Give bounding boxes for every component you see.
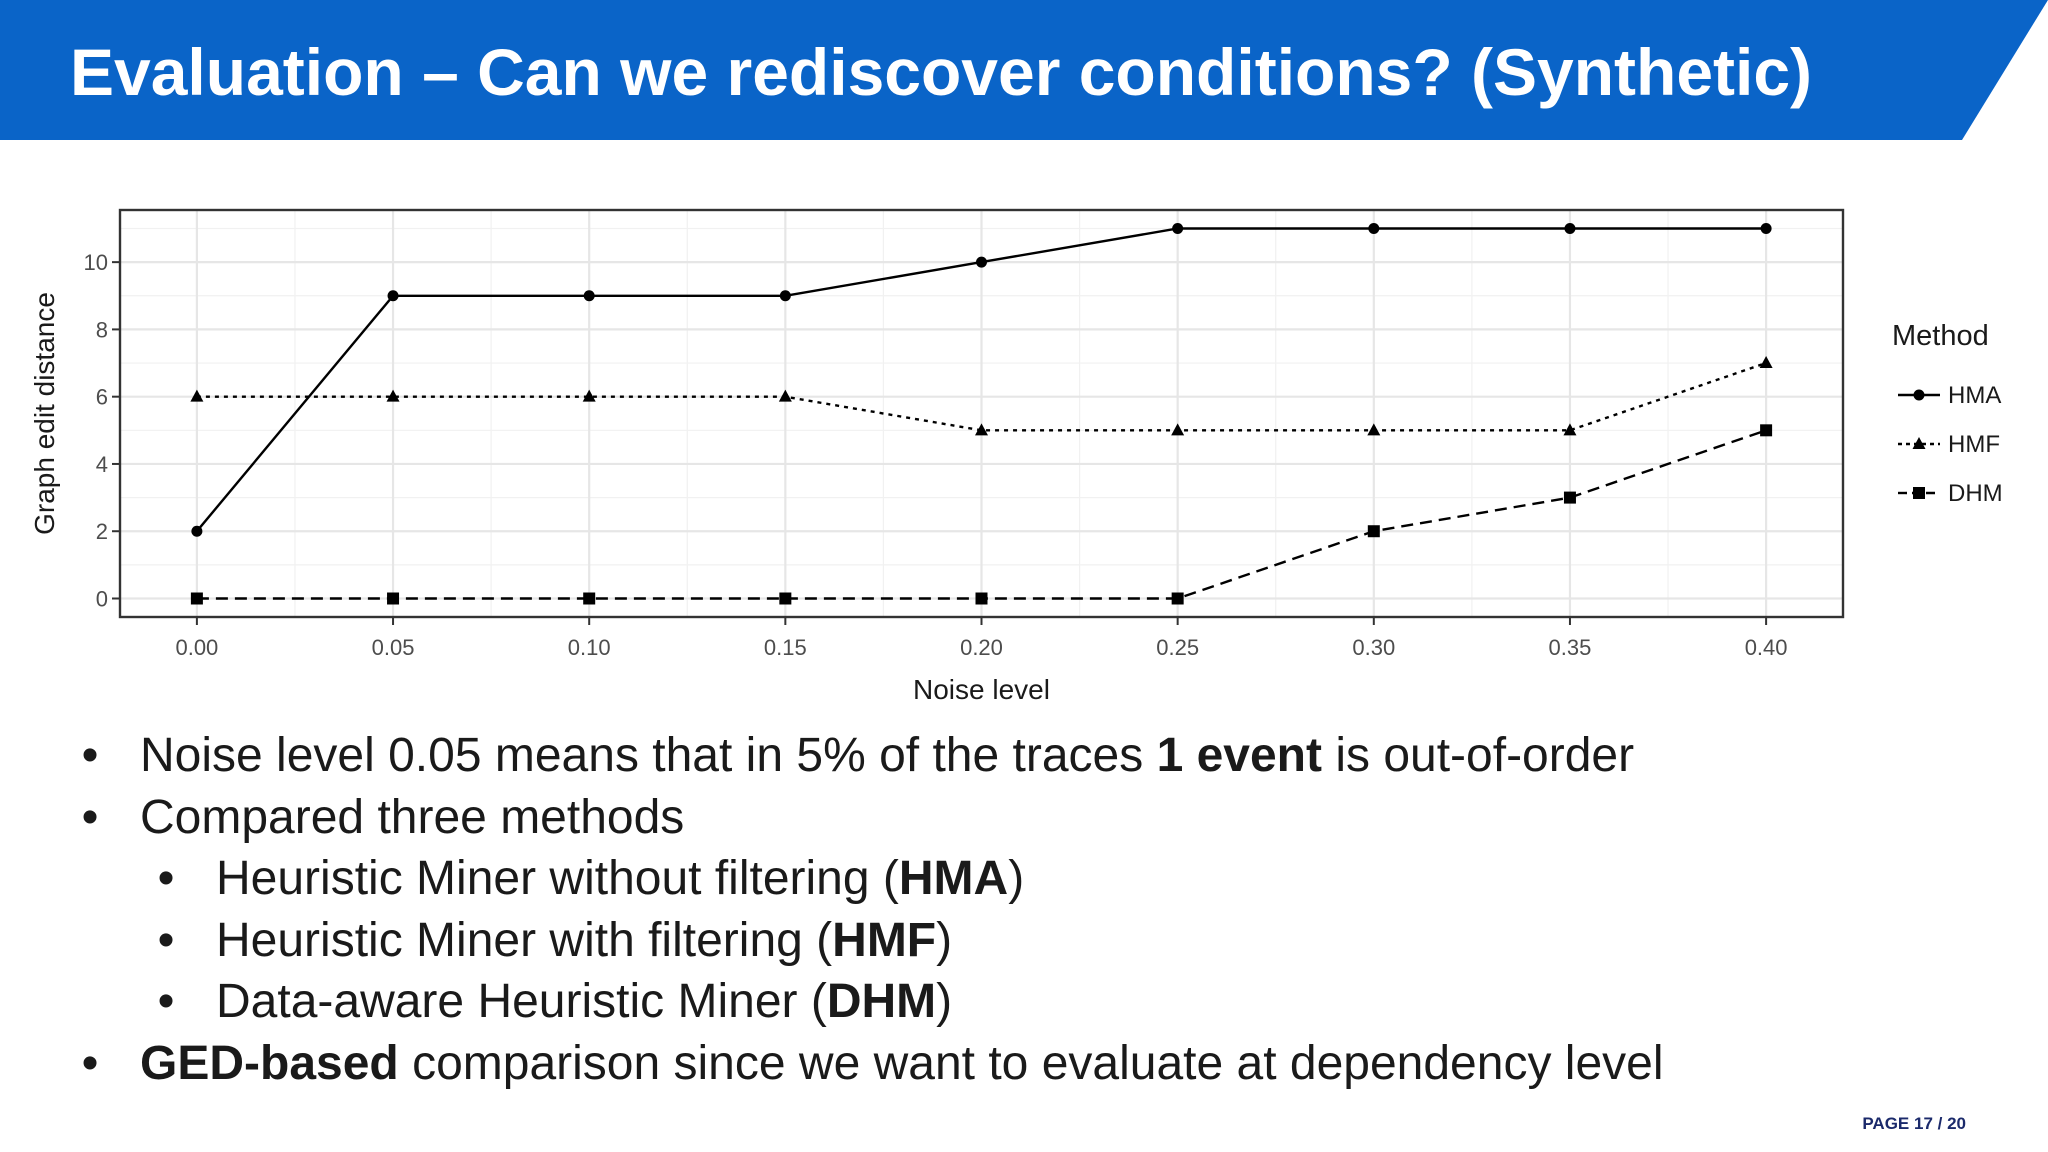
y-tick-label: 8: [96, 317, 108, 342]
data-point-dhm: [975, 592, 988, 605]
page-number: PAGE 17 / 20: [1862, 1114, 1966, 1133]
y-tick-label: 2: [96, 519, 108, 544]
bullet-marker: •: [157, 975, 175, 1028]
bullet-marker: •: [157, 913, 175, 967]
data-point-dhm: [1171, 592, 1184, 605]
bullet-text-run: ): [936, 975, 953, 1028]
data-point-hma: [1368, 223, 1380, 234]
series-line-hmf: [196, 361, 1767, 432]
data-point-hma: [191, 525, 203, 537]
x-tick-label: 0.10: [568, 635, 611, 660]
bullet-marker: •: [81, 729, 99, 782]
bullet-text-run: Compared three methods: [140, 790, 685, 844]
data-point-hma: [1760, 223, 1772, 234]
bullet-marker: •: [81, 790, 99, 844]
x-tick-label: 0.15: [764, 635, 807, 660]
y-tick-label: 6: [96, 385, 108, 410]
data-point-hma: [387, 290, 399, 302]
bullet-list: • Noise level 0.05 means that in 5% of th…: [0, 725, 2048, 1094]
bullet-item: • Noise level 0.05 means that in 5% of th…: [0, 725, 2048, 787]
bullet-text: Noise level 0.05 means that in 5% of the…: [140, 725, 1634, 787]
bullet-marker: •: [157, 852, 175, 905]
bullet-text-run: Data-aware Heuristic Miner (: [216, 975, 827, 1028]
bullet-item: • Data-aware Heuristic Miner (DHM): [0, 971, 2048, 1033]
y-tick-label: 10: [84, 250, 108, 275]
legend-label-hmf: HMF: [1948, 431, 2000, 458]
x-tick-label: 0.00: [175, 635, 218, 660]
bullet-text-run: Heuristic Miner without filtering (: [216, 852, 899, 905]
bullet-text: Heuristic Miner without filtering (HMA): [216, 848, 1024, 910]
data-point-hmf: [582, 389, 596, 402]
data-point-dhm: [779, 592, 792, 605]
bullet-text: Compared three methods: [140, 787, 684, 849]
bullet-bold-text: HMF: [832, 913, 937, 967]
bullet-bold-text: HMA: [898, 852, 1009, 905]
data-point-hma: [1564, 223, 1576, 234]
y-tick-label: 4: [96, 452, 108, 477]
bullet-bold-text: 1 event: [1156, 729, 1322, 782]
bullet-bold-text: DHM: [826, 975, 937, 1028]
bullet-item: • Heuristic Miner with filtering (HMF): [0, 910, 2048, 972]
data-point-dhm: [1563, 491, 1576, 504]
bullet-text-run: is out-of-order: [1321, 729, 1635, 782]
legend-key-marker-dhm: [1913, 487, 1925, 499]
data-point-hma: [583, 290, 595, 302]
bullet-item: • Compared three methods: [0, 787, 2048, 849]
bullet-text-run: ): [936, 913, 953, 967]
banner-background: [0, 0, 2048, 140]
data-point-hma: [976, 256, 987, 268]
legend-title: Method: [1892, 320, 1989, 352]
data-point-hmf: [975, 423, 988, 436]
legend-key-marker-hma: [1913, 389, 1925, 401]
bullet-text: Data-aware Heuristic Miner (DHM): [216, 971, 952, 1033]
x-tick-label: 0.05: [372, 635, 415, 660]
data-point-dhm: [1367, 525, 1380, 538]
legend-label-dhm: DHM: [1948, 480, 2003, 507]
legend-label-hma: HMA: [1948, 382, 2001, 409]
data-point-dhm: [190, 592, 203, 605]
x-tick-label: 0.35: [1549, 635, 1592, 660]
bullet-bold-text: GED-based: [140, 1036, 399, 1090]
legend-key-marker-hmf: [1912, 437, 1926, 449]
bullet-text: Heuristic Miner with filtering (HMF): [216, 910, 952, 972]
bullet-text: GED-based comparison since we want to ev…: [140, 1033, 1664, 1095]
line-chart: 0 2 4 6 8 10 0.00 0.05 0.10 0.15 0.20 0.25 0.30 0.35 0…: [29, 208, 2003, 705]
data-point-hmf: [1759, 356, 1773, 369]
data-point-hmf: [1367, 423, 1381, 436]
x-axis-title: Noise level: [913, 674, 1050, 705]
bullet-text-run: Noise level 0.05 means that in 5% of the…: [140, 729, 1157, 782]
bullet-text-run: Heuristic Miner with filtering (: [216, 913, 833, 967]
bullet-text-run: comparison since we want to evaluate at …: [398, 1036, 1664, 1090]
y-axis-title: Graph edit distance: [29, 292, 60, 535]
data-point-hmf: [386, 389, 400, 402]
data-point-hmf: [190, 389, 204, 402]
x-tick-label: 0.40: [1745, 635, 1788, 660]
y-tick-label: 0: [96, 587, 108, 612]
slide-title: Evaluation – Can we rediscover condition…: [70, 35, 1813, 109]
chart-area: 0 2 4 6 8 10 0.00 0.05 0.10 0.15 0.20 0.25 0.30 0.35 0…: [0, 190, 2048, 710]
title-banner: Evaluation – Can we rediscover condition…: [0, 0, 2048, 140]
data-point-hma: [779, 290, 791, 302]
data-point-hmf: [1563, 423, 1577, 436]
bullet-item: • Heuristic Miner without filtering (HMA): [0, 848, 2048, 910]
data-point-hma: [1172, 223, 1184, 234]
data-point-hmf: [1171, 423, 1185, 436]
bullet-marker: •: [81, 1036, 99, 1090]
x-tick-label: 0.20: [960, 635, 1003, 660]
x-tick-label: 0.25: [1156, 635, 1199, 660]
bullet-item: • GED-based comparison since we want to e…: [0, 1033, 2048, 1095]
x-tick-label: 0.30: [1352, 635, 1395, 660]
data-point-dhm: [583, 592, 596, 605]
data-point-dhm: [1760, 424, 1773, 437]
bullet-text-run: ): [1008, 852, 1025, 905]
data-point-dhm: [387, 592, 400, 605]
data-point-hmf: [778, 389, 792, 402]
